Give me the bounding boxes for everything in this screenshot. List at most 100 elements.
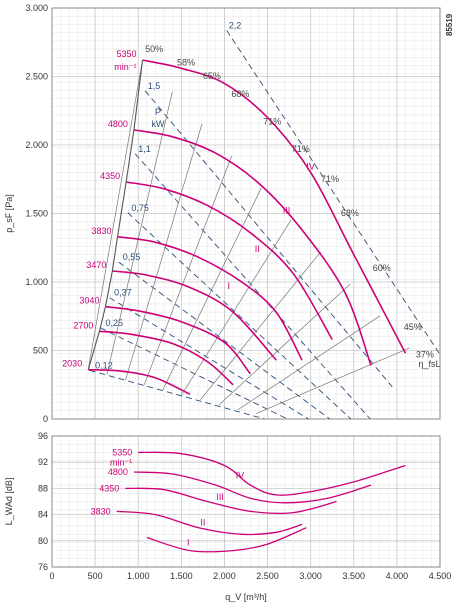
figure-id: 85519	[445, 13, 454, 36]
noise-curve	[138, 451, 406, 496]
lower-y-tick-label: 88	[38, 483, 48, 493]
upper-y-tick-label: 500	[33, 346, 48, 356]
system-curve-label: I	[227, 281, 230, 291]
speed-curve-label: 4350	[100, 171, 120, 181]
speed-curve-label: 3040	[79, 296, 99, 306]
efficiency-label: 58%	[177, 58, 195, 68]
power-line	[89, 369, 265, 420]
system-curve-label: II	[255, 244, 260, 254]
efficiency-ray	[218, 283, 351, 406]
noise-curve-label: 3830	[91, 506, 111, 516]
efficiency-label: 71%	[263, 116, 281, 126]
noise-curve	[133, 471, 372, 504]
speed-curve	[105, 305, 251, 375]
efficiency-ray	[143, 155, 232, 385]
upper-y-tick-label: 0	[43, 414, 48, 424]
power-line-label: 0,37	[114, 288, 132, 298]
efficiency-ray	[256, 347, 410, 414]
noise-curve-label: 4800	[108, 467, 128, 477]
efficiency-label: 45%	[404, 322, 422, 332]
speed-curve	[117, 236, 303, 361]
speed-curve	[112, 270, 277, 361]
noise-curve	[125, 487, 337, 515]
power-line-label: 0,12	[95, 360, 113, 370]
efficiency-label: 65%	[203, 71, 221, 81]
lower-x-axis-label: q_V [m³/h]	[225, 592, 267, 602]
lower-y-tick-label: 84	[38, 510, 48, 520]
noise-speed-unit: min⁻¹	[110, 457, 132, 467]
speed-curve-label: 2700	[73, 320, 93, 330]
power-line-label: 0,55	[123, 252, 141, 262]
power-line	[100, 327, 288, 420]
upper-y-axis-label: p_sF [Pa]	[4, 194, 14, 233]
efficiency-ray	[106, 91, 173, 375]
lower-x-tick-label: 2.500	[256, 571, 279, 581]
power-line	[118, 261, 330, 420]
noise-chart: 76 80 84 88 92 96 0 500 1.000 1.500 2.000 2.500 3.00…	[4, 431, 451, 602]
speed-curve	[133, 129, 372, 366]
speed-curve-label: 5350	[117, 49, 137, 59]
power-line-label: 2,2	[229, 21, 242, 31]
efficiency-ray	[87, 59, 143, 370]
efficiency-ray	[237, 315, 381, 411]
speed-curve-label: 3470	[86, 260, 106, 270]
lower-x-tick-label: 3.500	[343, 571, 366, 581]
pressure-chart: 0 500 1.000 1.500 2.000 2.500 3.000 p_sF [Pa] 2,…	[4, 3, 441, 424]
power-line	[226, 30, 441, 355]
efficiency-label: 37%	[416, 349, 434, 359]
efficiency-label: 60%	[373, 263, 391, 273]
efficiency-label: 68%	[231, 89, 249, 99]
efficiency-label: 71%	[321, 174, 339, 184]
upper-y-tick-label: 3.000	[25, 3, 48, 13]
speed-curve-label: 3830	[91, 226, 111, 236]
power-line	[134, 153, 371, 420]
lower-x-tick-label: 0	[49, 571, 54, 581]
noise-curve-roman-label: III	[216, 492, 224, 502]
lower-x-tick-label: 3.000	[299, 571, 322, 581]
lower-x-tick-label: 1.500	[170, 571, 193, 581]
power-line-label: 1,5	[148, 81, 161, 91]
noise-curve-roman-label: I	[187, 537, 190, 547]
noise-curve	[146, 527, 307, 553]
lower-y-axis-label: L_WAd [dB]	[4, 478, 14, 526]
power-label-p: P	[155, 107, 161, 117]
efficiency-symbol: η_fsL	[418, 359, 440, 369]
speed-curve	[126, 181, 333, 340]
lower-x-tick-label: 4.000	[386, 571, 409, 581]
lower-y-tick-label: 96	[38, 431, 48, 441]
lower-frame	[51, 435, 441, 568]
speed-curve-label: 4800	[108, 119, 128, 129]
noise-curve-roman-label: IV	[236, 471, 245, 481]
efficiency-label: 50%	[145, 44, 163, 54]
efficiency-ray	[125, 123, 203, 380]
efficiency-label: 71%	[292, 144, 310, 154]
speed-unit-label: min⁻¹	[114, 62, 136, 72]
noise-curve-label: 4350	[99, 483, 119, 493]
power-label-unit: kW	[152, 119, 166, 129]
lower-x-tick-label: 1.000	[127, 571, 150, 581]
power-line-label: 0,75	[131, 203, 149, 213]
lower-y-tick-label: 76	[38, 562, 48, 572]
lower-x-tick-label: 4.500	[429, 571, 452, 581]
lower-x-tick-label: 2.000	[213, 571, 236, 581]
upper-y-tick-label: 1.500	[25, 209, 48, 219]
system-curve-label: III	[283, 206, 291, 216]
efficiency-label: 68%	[341, 208, 359, 218]
upper-y-tick-label: 1.000	[25, 277, 48, 287]
speed-curve-label: 2030	[62, 359, 82, 369]
lower-x-tick-label: 500	[88, 571, 103, 581]
upper-frame	[51, 7, 441, 420]
lower-y-tick-label: 92	[38, 457, 48, 467]
upper-y-tick-label: 2.500	[25, 72, 48, 82]
power-line	[109, 297, 309, 420]
system-curve-label: IV	[306, 162, 315, 172]
speed-curve	[99, 330, 234, 386]
stall-envelope	[87, 59, 144, 370]
noise-curve-label: 5350	[112, 447, 132, 457]
lower-y-tick-label: 80	[38, 536, 48, 546]
power-line-label: 1,1	[138, 144, 151, 154]
noise-curve-roman-label: II	[200, 518, 205, 528]
efficiency-ray	[200, 251, 321, 401]
speed-curve	[88, 368, 191, 396]
